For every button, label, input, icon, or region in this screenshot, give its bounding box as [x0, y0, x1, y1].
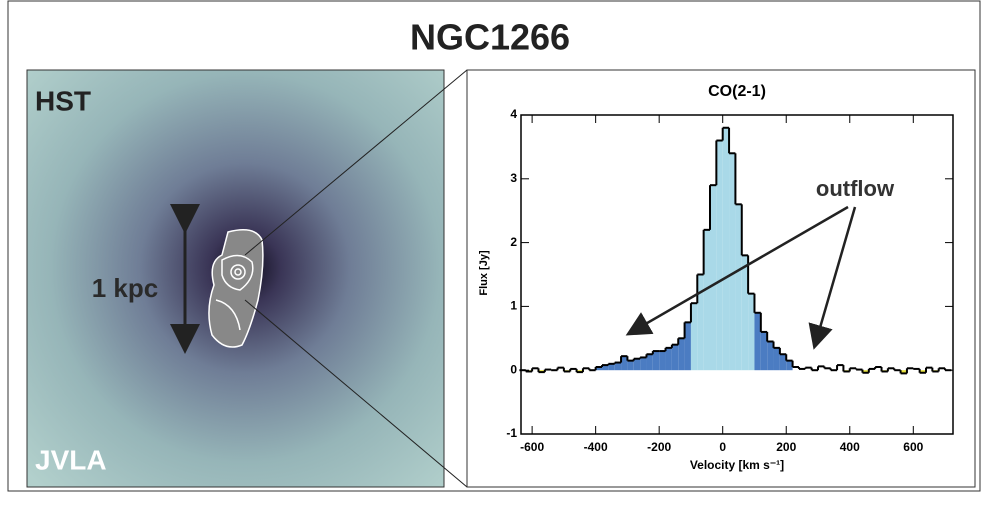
flux-bin — [767, 341, 774, 371]
flux-bin — [671, 344, 679, 371]
flux-bin — [621, 356, 628, 371]
x-tick-label: 400 — [840, 440, 860, 454]
flux-bin — [703, 229, 710, 371]
flux-bin — [595, 367, 602, 371]
flux-bin — [697, 274, 704, 371]
plot-frame — [520, 114, 954, 435]
jvla-label: JVLA — [35, 444, 107, 475]
flux-bin — [608, 363, 615, 371]
y-tick-label: 0 — [510, 362, 517, 376]
y-axis-label: Flux [Jy] — [478, 250, 490, 296]
chart-title: CO(2-1) — [708, 83, 766, 100]
y-tick-label: -1 — [506, 426, 517, 440]
y-tick-label: 4 — [510, 107, 517, 121]
flux-bin — [652, 351, 660, 371]
flux-bin — [627, 360, 634, 371]
hst-label: HST — [35, 85, 91, 116]
flux-bin — [646, 354, 653, 371]
flux-bin — [760, 331, 768, 371]
flux-bin — [633, 358, 641, 371]
x-tick-label: 200 — [776, 440, 796, 454]
image-panel — [26, 69, 445, 488]
annotation: outflow — [816, 176, 895, 201]
flux-bin — [729, 153, 736, 371]
scale-label: 1 kpc — [92, 273, 159, 303]
flux-bin — [602, 365, 609, 371]
flux-bin — [735, 204, 742, 371]
annotation-arrow — [808, 206, 857, 350]
x-axis-label: Velocity [km s⁻¹] — [690, 458, 784, 472]
flux-bin — [773, 347, 780, 371]
flux-bin — [716, 140, 723, 371]
flux-bin — [748, 293, 755, 371]
flux-bin — [754, 312, 761, 371]
flux-bin — [659, 351, 666, 371]
flux-bin — [665, 347, 672, 371]
zoom-line — [244, 299, 468, 488]
zoom-line — [244, 69, 468, 256]
flux-bin — [640, 357, 647, 371]
x-tick-label: 0 — [719, 440, 726, 454]
flux-bin — [690, 303, 698, 371]
flux-bin — [741, 255, 749, 371]
x-tick-label: -600 — [520, 440, 544, 454]
flux-bin — [786, 360, 793, 371]
x-tick-label: -400 — [584, 440, 608, 454]
flux-bin — [710, 185, 717, 371]
y-tick-label: 2 — [510, 235, 517, 249]
y-tick-label: 1 — [510, 299, 517, 313]
flux-bin — [779, 354, 787, 371]
frame — [7, 0, 981, 492]
flux-bin — [862, 370, 869, 373]
y-tick-label: 3 — [510, 171, 517, 185]
radio-contours — [208, 229, 264, 348]
annotation-arrow — [625, 205, 849, 336]
flux-bin — [684, 322, 691, 371]
flux-bin — [722, 127, 730, 371]
flux-bin — [678, 338, 685, 371]
x-tick-label: -200 — [647, 440, 671, 454]
flux-bin — [614, 362, 622, 371]
x-tick-label: 600 — [903, 440, 923, 454]
flux-bin — [919, 370, 926, 373]
flux-bin — [900, 370, 907, 374]
figure-title: NGC1266 — [410, 17, 570, 58]
